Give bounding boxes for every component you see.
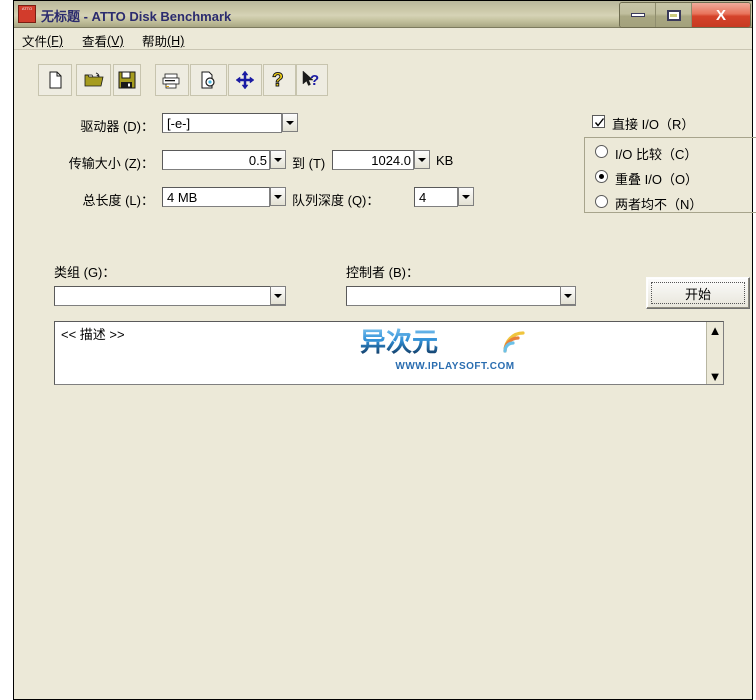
svg-text:?: ? [310,72,319,89]
svg-text:?: ? [272,70,284,90]
svg-text:异次元: 异次元 [360,327,438,357]
